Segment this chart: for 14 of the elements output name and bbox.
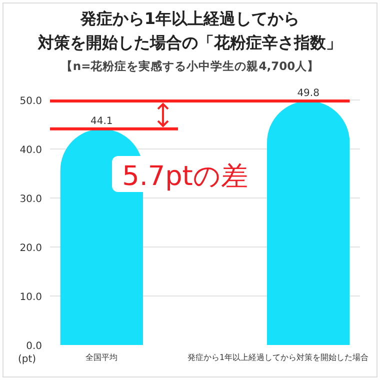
chart-subtitle: 【n=花粉症を実感する小中学生の親4,700人】 [60, 59, 320, 73]
chart-title: 発症から1年以上経過してから対策を開始した場合の「花粉症辛さ指数」 [37, 9, 342, 52]
y-tick-label: 20.0 [20, 243, 42, 254]
y-tick-label: 10.0 [20, 292, 42, 303]
data-label: 44.1 [90, 116, 113, 127]
x-tick-label: 全国平均 [86, 353, 118, 362]
y-axis-title: (pt) [18, 354, 36, 365]
y-tick-label: 50.0 [20, 96, 42, 107]
annotation: 5.7ptの差 [122, 161, 248, 192]
y-tick-label: 40.0 [20, 145, 42, 156]
y-tick-label: 0.0 [26, 341, 42, 352]
x-tick-label: 発症から1年以上経過してから対策を開始した場合 [187, 353, 369, 362]
data-label: 49.8 [297, 88, 320, 99]
y-tick-label: 30.0 [20, 194, 42, 205]
